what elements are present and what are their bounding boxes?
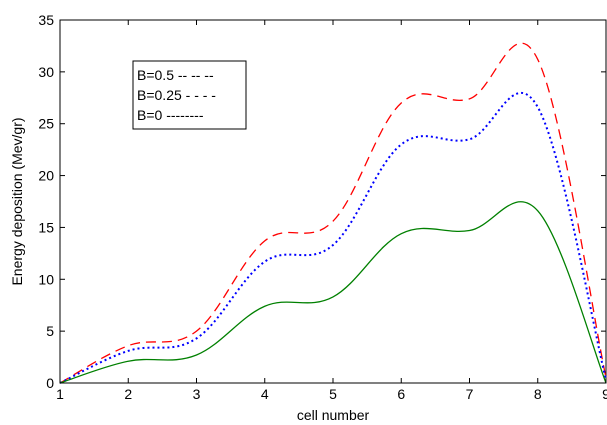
x-tick-label: 1 (56, 386, 64, 402)
y-axis-label: Energy deposition (Mev/gr) (9, 117, 25, 285)
x-tick-label: 5 (329, 386, 337, 402)
y-tick-label: 35 (38, 12, 54, 28)
legend-item-b05: B=0.5 -- -- -- (137, 67, 214, 83)
x-tick-label: 3 (193, 386, 201, 402)
y-tick-label: 0 (46, 375, 54, 391)
series-layer (59, 42, 607, 384)
plot-area: 1 2 3 4 5 6 7 8 9 0 5 10 15 20 25 30 35 (38, 12, 607, 402)
x-tick-label: 2 (124, 386, 132, 402)
x-tick-label: 4 (261, 386, 269, 402)
x-tick-label: 7 (466, 386, 474, 402)
legend-box (132, 60, 247, 130)
x-tick-label: 6 (397, 386, 405, 402)
ticks-layer: 1 2 3 4 5 6 7 8 9 0 5 10 15 20 25 30 35 (38, 12, 607, 402)
legend-item-b025: B=0.25 - - - - (137, 87, 216, 103)
y-tick-label: 20 (38, 168, 54, 184)
x-tick-label: 9 (602, 386, 607, 402)
legend-item-b0: B=0 -------- (137, 107, 204, 123)
x-tick-label: 8 (534, 386, 542, 402)
y-tick-label: 10 (38, 271, 54, 287)
x-axis-label: cell number (297, 407, 370, 423)
y-tick-label: 15 (38, 219, 54, 235)
legend: B=0.5 -- -- -- B=0.25 - - - - B=0 ------… (132, 60, 247, 130)
y-tick-label: 30 (38, 64, 54, 80)
y-tick-label: 5 (46, 323, 54, 339)
series-line-2 (59, 201, 607, 384)
y-tick-label: 25 (38, 116, 54, 132)
